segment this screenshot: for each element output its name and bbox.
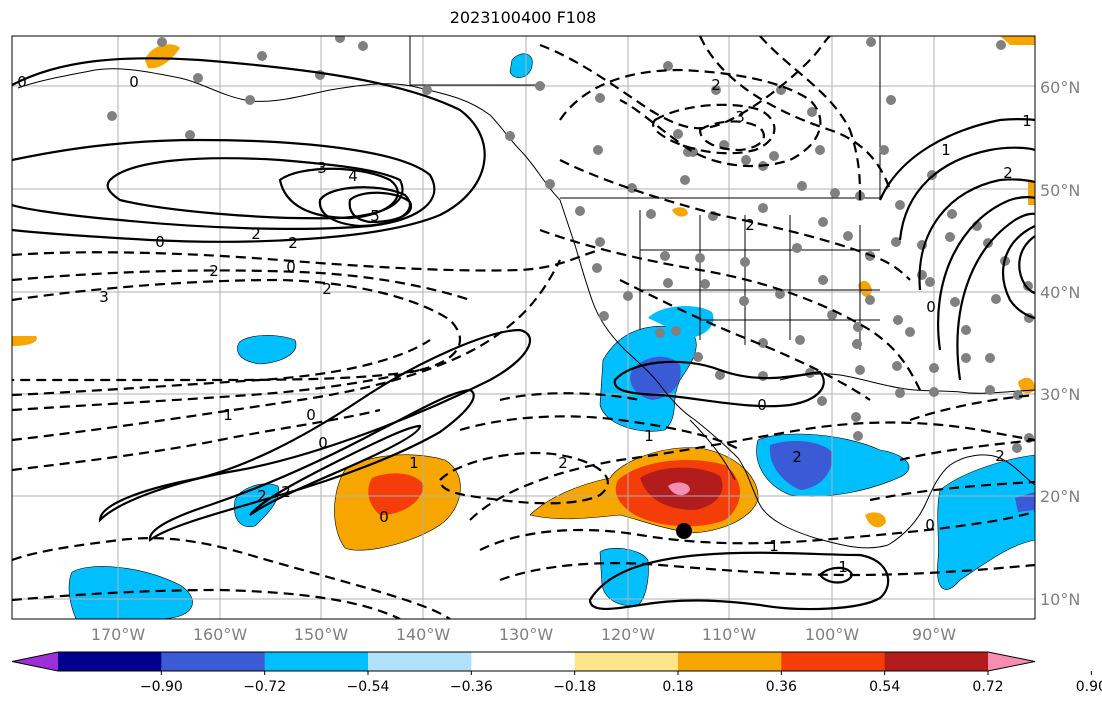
contour-label: 2 — [251, 225, 261, 243]
colorbar-swatch — [574, 652, 679, 671]
map-frame — [11, 35, 1036, 620]
contour-label: 2 — [281, 483, 291, 501]
lon-label: 170°W — [91, 625, 146, 644]
lon-label: 110°W — [702, 625, 757, 644]
map-field — [12, 36, 1035, 619]
longitude-labels: 170°W 160°W 150°W 140°W 130°W 120°W 110°… — [91, 625, 956, 644]
station-dots — [107, 36, 1034, 453]
colorbar-tick-labels: −0.90 −0.72 −0.54 −0.36 −0.18 0.18 0.36 0.54 0.7… — [140, 671, 1102, 695]
colorbar-swatch — [884, 652, 989, 671]
contour-label: 2 — [711, 76, 721, 94]
contour-label: 1 — [644, 427, 654, 445]
contour-label: 0 — [757, 396, 767, 414]
lon-label: 100°W — [805, 625, 860, 644]
colorbar-extend-low — [12, 652, 58, 671]
colorbar-swatch — [368, 652, 472, 671]
latitude-labels: 60°N 50°N 40°N 30°N 20°N 10°N — [1040, 78, 1080, 609]
contour-label: 3 — [317, 159, 327, 177]
contour-label: 1 — [223, 406, 233, 424]
colorbar-tick-label: −0.54 — [347, 679, 390, 695]
lat-label: 60°N — [1040, 78, 1080, 97]
contour-label: 0 — [306, 406, 316, 424]
lat-label: 10°N — [1040, 590, 1080, 609]
lon-label: 140°W — [396, 625, 451, 644]
lon-label: 130°W — [499, 625, 554, 644]
colorbar-tick-label: 0.18 — [662, 679, 693, 695]
contour-label: 2 — [209, 262, 219, 280]
contour-label: 0 — [379, 508, 389, 526]
colorbar-tick-label: 0.36 — [766, 679, 797, 695]
lon-label: 120°W — [601, 625, 656, 644]
colorbar-tick-label: −0.36 — [450, 679, 493, 695]
solid-contours — [12, 57, 1035, 611]
colorbar-extend-high — [988, 652, 1035, 671]
contour-label: 2 — [288, 234, 298, 252]
shading-layer — [12, 36, 1035, 619]
contour-label: 0 — [318, 434, 328, 452]
colorbar — [11, 651, 1036, 672]
contour-label: 2 — [558, 454, 568, 472]
lat-label: 40°N — [1040, 283, 1080, 302]
contour-label: 3 — [735, 108, 745, 126]
colorbar-tick-label: −0.72 — [243, 679, 286, 695]
contour-label: 0 — [17, 73, 27, 91]
lat-label: 50°N — [1040, 181, 1080, 200]
colorbar-swatch — [58, 652, 162, 671]
dashed-contours — [12, 36, 1035, 619]
colorbar-tick-label: 0.54 — [869, 679, 900, 695]
contour-label: 1 — [1022, 112, 1032, 130]
contour-label: 1 — [941, 141, 951, 159]
colorbar-swatch — [781, 652, 886, 671]
contour-label: 2 — [1003, 164, 1013, 182]
colorbar-tick-label: −0.18 — [553, 679, 596, 695]
lon-label: 150°W — [294, 625, 349, 644]
graticule — [12, 36, 1035, 619]
colorbar-swatch — [264, 652, 369, 671]
colorbar-tick-label: 0.90 — [1076, 679, 1102, 695]
colorbar-swatch — [471, 652, 576, 671]
contour-label: 0 — [155, 233, 165, 251]
storm-center-marker — [676, 523, 692, 539]
contour-label: 2 — [745, 216, 755, 234]
contour-label: 0 — [925, 516, 935, 534]
contour-label: 1 — [838, 558, 848, 576]
contour-label: 0 — [286, 258, 296, 276]
colorbar-outline — [11, 651, 1036, 672]
contour-label: 0 — [926, 298, 936, 316]
contour-label: 4 — [348, 167, 358, 185]
lat-label: 30°N — [1040, 385, 1080, 404]
colorbar-swatch — [678, 652, 782, 671]
contour-label: 2 — [322, 280, 332, 298]
lon-label: 160°W — [193, 625, 248, 644]
contour-label: 2 — [792, 448, 802, 466]
contour-label: 1 — [409, 454, 419, 472]
contour-label: 0 — [129, 73, 139, 91]
colorbar-tick-label: −0.90 — [140, 679, 183, 695]
contour-label: 3 — [99, 288, 109, 306]
colorbar-swatch — [161, 652, 266, 671]
contour-label: 2 — [995, 447, 1005, 465]
contour-label: 2 — [257, 487, 267, 505]
lon-label: 90°W — [912, 625, 956, 644]
lat-label: 20°N — [1040, 487, 1080, 506]
contour-label: 5 — [370, 207, 380, 225]
map-title: 2023100400 F108 — [449, 8, 597, 27]
colorbar-tick-label: 0.72 — [972, 679, 1003, 695]
contour-label: 1 — [769, 537, 779, 555]
